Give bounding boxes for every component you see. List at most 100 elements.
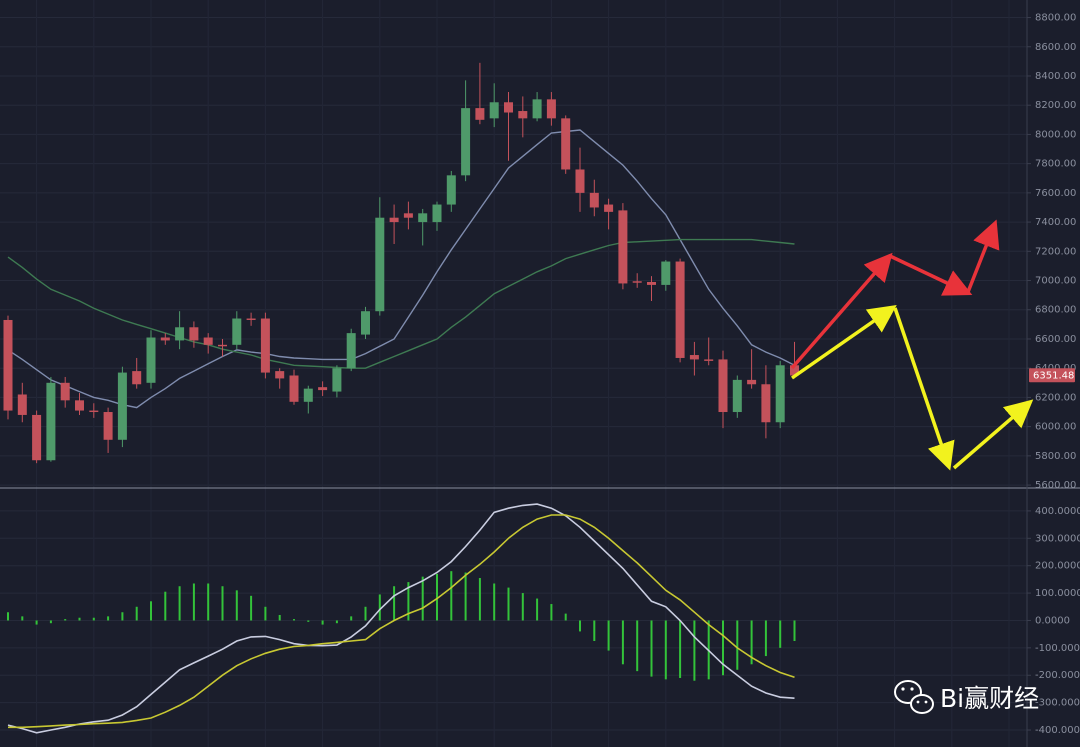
candle-body — [618, 210, 628, 284]
last-price-label: 6351.48 — [1033, 370, 1074, 381]
candle-body — [718, 359, 728, 413]
y-tick-label: 7200.00 — [1035, 246, 1076, 257]
candle-body — [461, 108, 471, 176]
candle-body — [89, 410, 99, 413]
histogram-bar — [436, 573, 438, 621]
arrow-yellow — [893, 307, 955, 471]
mark-layer: 6351.48 — [3, 62, 1075, 734]
watermark: Bi赢财经 — [940, 684, 1039, 713]
candle-body — [332, 368, 342, 392]
candle-body — [203, 337, 213, 345]
candle-body — [189, 327, 199, 341]
histogram-bar — [78, 617, 81, 621]
histogram-bar — [407, 582, 410, 621]
indicator-line — [7, 129, 795, 409]
candle-body — [504, 102, 513, 113]
histogram-bar — [21, 616, 24, 621]
histogram-bar — [192, 583, 195, 621]
y-tick-label: 7000.00 — [1035, 276, 1076, 287]
candle-body — [303, 388, 313, 402]
histogram-bar — [64, 619, 67, 621]
histogram-bar — [335, 620, 338, 624]
candle-body — [103, 412, 113, 440]
candle-body — [432, 204, 442, 223]
y-tick-label: 6000.00 — [1035, 422, 1076, 433]
arrow-red — [790, 252, 893, 370]
histogram-bar — [750, 620, 753, 665]
y-tick-label: 0.0000 — [1035, 615, 1070, 626]
histogram-bar — [564, 613, 567, 621]
histogram-bar — [207, 583, 210, 621]
histogram-bar — [92, 617, 95, 621]
histogram-bar — [636, 620, 639, 672]
histogram-bar — [150, 601, 152, 621]
candle-body — [389, 217, 399, 223]
histogram-bar — [421, 576, 424, 621]
candle-body — [790, 365, 799, 376]
y-tick-label: 7600.00 — [1035, 188, 1076, 199]
y-tick-label: 5600.00 — [1035, 480, 1076, 491]
histogram-bar — [35, 620, 38, 625]
y-tick-label: 6800.00 — [1035, 305, 1076, 316]
histogram-bar — [293, 619, 295, 621]
candle-body — [704, 359, 714, 361]
candle-body — [418, 213, 428, 223]
histogram-bar — [536, 598, 539, 621]
candle-body — [761, 384, 771, 423]
indicator-line — [7, 238, 795, 369]
histogram-bar — [7, 612, 9, 621]
candle-body — [632, 281, 642, 283]
y-tick-label: 8400.00 — [1035, 71, 1076, 82]
candle-body — [589, 192, 599, 208]
histogram-bar — [107, 616, 110, 621]
histogram-bar — [764, 620, 767, 657]
candle-body — [218, 344, 227, 347]
candle-body — [775, 365, 785, 423]
histogram-bar — [464, 572, 467, 621]
watermark-icon — [894, 680, 934, 714]
candle-body — [375, 217, 385, 312]
histogram-bar — [478, 578, 481, 621]
candle-body — [532, 99, 542, 119]
arrow-yellow — [790, 304, 897, 380]
histogram-bar — [550, 604, 553, 621]
y-tick-label: 5800.00 — [1035, 451, 1076, 462]
histogram-bar — [121, 612, 124, 621]
histogram-bar — [250, 595, 253, 621]
candle-body — [32, 414, 42, 461]
histogram-bar — [593, 620, 596, 642]
y-tick-label: 8000.00 — [1035, 129, 1076, 140]
y-tick-label: 8800.00 — [1035, 13, 1076, 24]
candle-body — [661, 261, 671, 285]
y-tick-label: 8600.00 — [1035, 42, 1076, 53]
candle-body — [275, 371, 285, 379]
y-tick-label: 400.0000 — [1035, 506, 1080, 517]
candle-body — [403, 213, 413, 218]
candle-body — [318, 387, 328, 391]
histogram-bar — [278, 614, 281, 621]
candle-body — [475, 108, 485, 120]
histogram-bar — [164, 591, 167, 621]
histogram-bar — [579, 620, 581, 632]
y-tick-label: -200.0000 — [1035, 670, 1080, 681]
histogram-bar — [178, 586, 181, 621]
arrow-red — [966, 219, 1000, 293]
y-tick-label: 8200.00 — [1035, 100, 1076, 111]
candle-body — [361, 311, 370, 335]
arrow-yellow — [952, 399, 1034, 470]
y-tick-label: 100.0000 — [1035, 588, 1080, 599]
candle-body — [561, 118, 571, 170]
histogram-bar — [650, 620, 653, 677]
y-tick-label: 7800.00 — [1035, 159, 1076, 170]
y-tick-label: 6600.00 — [1035, 334, 1076, 345]
candle-body — [246, 318, 256, 320]
histogram-bar — [779, 620, 782, 648]
histogram-bar — [235, 590, 238, 621]
candle-body — [146, 337, 156, 383]
y-tick-label: -100.0000 — [1035, 643, 1080, 654]
candle-body — [17, 394, 27, 415]
histogram-bar — [621, 620, 624, 665]
